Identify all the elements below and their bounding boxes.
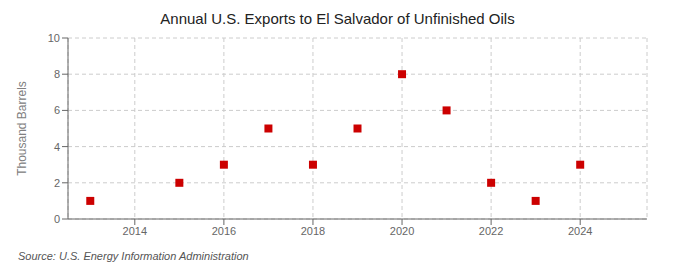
svg-text:2014: 2014 — [123, 225, 147, 237]
svg-text:0: 0 — [54, 213, 60, 225]
svg-text:2: 2 — [54, 177, 60, 189]
svg-text:2016: 2016 — [212, 225, 236, 237]
svg-text:8: 8 — [54, 68, 60, 80]
svg-text:2018: 2018 — [301, 225, 325, 237]
svg-text:10: 10 — [48, 32, 60, 44]
html-text:Source: U.S. Energy Informatio: Source: U.S. Energy Information Administ… — [18, 250, 249, 262]
svg-text:Thousand Barrels: Thousand Barrels — [15, 81, 29, 176]
html-text:Annual U.S. Exports to El Salv: Annual U.S. Exports to El Salvador of Un… — [160, 10, 515, 27]
svg-text:2020: 2020 — [390, 225, 414, 237]
svg-text:2024: 2024 — [568, 225, 592, 237]
svg-text:6: 6 — [54, 104, 60, 116]
svg-text:4: 4 — [54, 141, 60, 153]
svg-text:2022: 2022 — [479, 225, 503, 237]
